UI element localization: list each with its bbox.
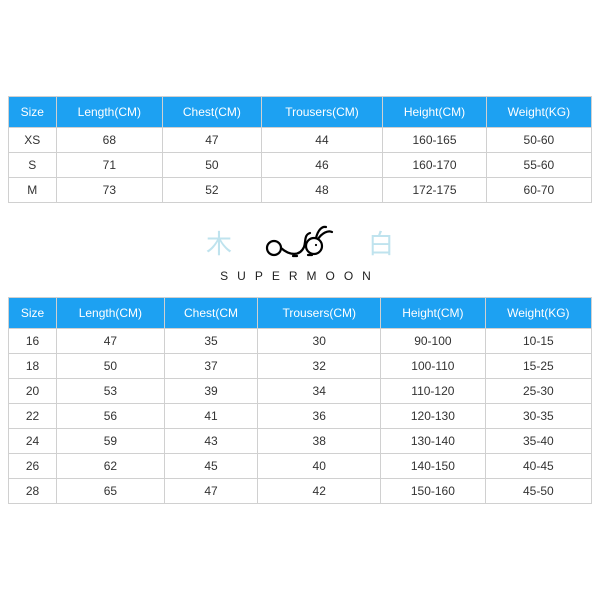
col-weight: Weight(KG) bbox=[485, 298, 591, 329]
col-size: Size bbox=[9, 298, 57, 329]
table-cell: 47 bbox=[164, 479, 258, 504]
size-table-kids: Size Length(CM) Chest(CM Trousers(CM) He… bbox=[8, 297, 592, 504]
brand-block: 木 白 SUPERMOON bbox=[206, 221, 394, 283]
table-row: 18503732100-11015-25 bbox=[9, 354, 592, 379]
table-cell: 24 bbox=[9, 429, 57, 454]
table-cell: 53 bbox=[57, 379, 165, 404]
brand-right-char: 白 bbox=[368, 224, 394, 261]
brand-name: SUPERMOON bbox=[220, 269, 380, 283]
table-row: 1647353090-10010-15 bbox=[9, 329, 592, 354]
table-cell: 26 bbox=[9, 454, 57, 479]
table-cell: 130-140 bbox=[381, 429, 486, 454]
table-header-row: Size Length(CM) Chest(CM Trousers(CM) He… bbox=[9, 298, 592, 329]
table-cell: 68 bbox=[56, 128, 163, 153]
table-cell: 71 bbox=[56, 153, 163, 178]
table-cell: 65 bbox=[57, 479, 165, 504]
col-chest: Chest(CM bbox=[164, 298, 258, 329]
table-cell: 100-110 bbox=[381, 354, 486, 379]
col-chest: Chest(CM) bbox=[163, 97, 262, 128]
table-row: M735248172-17560-70 bbox=[9, 178, 592, 203]
table-cell: 25-30 bbox=[485, 379, 591, 404]
table-cell: 32 bbox=[258, 354, 381, 379]
table-cell: 48 bbox=[261, 178, 383, 203]
col-weight: Weight(KG) bbox=[486, 97, 591, 128]
table-cell: 90-100 bbox=[381, 329, 486, 354]
table-cell: 37 bbox=[164, 354, 258, 379]
col-height: Height(CM) bbox=[381, 298, 486, 329]
table-cell: 18 bbox=[9, 354, 57, 379]
table-row: 22564136120-13030-35 bbox=[9, 404, 592, 429]
table-cell: 40 bbox=[258, 454, 381, 479]
table-cell: 45 bbox=[164, 454, 258, 479]
table-row: XS684744160-16550-60 bbox=[9, 128, 592, 153]
table-cell: 44 bbox=[261, 128, 383, 153]
table-row: 26624540140-15040-45 bbox=[9, 454, 592, 479]
table-cell: 10-15 bbox=[485, 329, 591, 354]
table-cell: 62 bbox=[57, 454, 165, 479]
table-cell: 20 bbox=[9, 379, 57, 404]
col-size: Size bbox=[9, 97, 57, 128]
brand-logo-row: 木 白 bbox=[206, 221, 394, 263]
table-cell: 22 bbox=[9, 404, 57, 429]
table-cell: 46 bbox=[261, 153, 383, 178]
col-length: Length(CM) bbox=[57, 298, 165, 329]
table-cell: 52 bbox=[163, 178, 262, 203]
table-cell: 110-120 bbox=[381, 379, 486, 404]
brand-left-char: 木 bbox=[206, 224, 232, 261]
table-cell: 43 bbox=[164, 429, 258, 454]
table-row: 20533934110-12025-30 bbox=[9, 379, 592, 404]
table-cell: 73 bbox=[56, 178, 163, 203]
table-cell: 50 bbox=[57, 354, 165, 379]
col-trousers: Trousers(CM) bbox=[258, 298, 381, 329]
table-row: S715046160-17055-60 bbox=[9, 153, 592, 178]
table-cell: 172-175 bbox=[383, 178, 487, 203]
table-row: 28654742150-16045-50 bbox=[9, 479, 592, 504]
table-cell: 45-50 bbox=[485, 479, 591, 504]
col-height: Height(CM) bbox=[383, 97, 487, 128]
table-cell: 42 bbox=[258, 479, 381, 504]
table-cell: 39 bbox=[164, 379, 258, 404]
table-cell: 59 bbox=[57, 429, 165, 454]
table-body: XS684744160-16550-60S715046160-17055-60M… bbox=[9, 128, 592, 203]
table-cell: 160-165 bbox=[383, 128, 487, 153]
table-cell: 41 bbox=[164, 404, 258, 429]
table-cell: 28 bbox=[9, 479, 57, 504]
table-cell: 150-160 bbox=[381, 479, 486, 504]
table-row: 24594338130-14035-40 bbox=[9, 429, 592, 454]
table-header-row: Size Length(CM) Chest(CM) Trousers(CM) H… bbox=[9, 97, 592, 128]
table-cell: S bbox=[9, 153, 57, 178]
table-cell: 30-35 bbox=[485, 404, 591, 429]
table-cell: 50-60 bbox=[486, 128, 591, 153]
table-cell: 30 bbox=[258, 329, 381, 354]
table-cell: 36 bbox=[258, 404, 381, 429]
table-cell: 38 bbox=[258, 429, 381, 454]
rabbit-icon bbox=[260, 221, 340, 263]
table-cell: M bbox=[9, 178, 57, 203]
table-cell: 35-40 bbox=[485, 429, 591, 454]
table-cell: 60-70 bbox=[486, 178, 591, 203]
table-cell: 47 bbox=[163, 128, 262, 153]
table-cell: 160-170 bbox=[383, 153, 487, 178]
table-cell: 16 bbox=[9, 329, 57, 354]
col-trousers: Trousers(CM) bbox=[261, 97, 383, 128]
table-cell: 140-150 bbox=[381, 454, 486, 479]
table-body: 1647353090-10010-1518503732100-11015-252… bbox=[9, 329, 592, 504]
table-cell: XS bbox=[9, 128, 57, 153]
table-cell: 40-45 bbox=[485, 454, 591, 479]
table-cell: 34 bbox=[258, 379, 381, 404]
table-cell: 35 bbox=[164, 329, 258, 354]
table-cell: 47 bbox=[57, 329, 165, 354]
col-length: Length(CM) bbox=[56, 97, 163, 128]
table-cell: 15-25 bbox=[485, 354, 591, 379]
table-cell: 120-130 bbox=[381, 404, 486, 429]
table-cell: 55-60 bbox=[486, 153, 591, 178]
table-cell: 50 bbox=[163, 153, 262, 178]
size-table-adult: Size Length(CM) Chest(CM) Trousers(CM) H… bbox=[8, 96, 592, 203]
table-cell: 56 bbox=[57, 404, 165, 429]
